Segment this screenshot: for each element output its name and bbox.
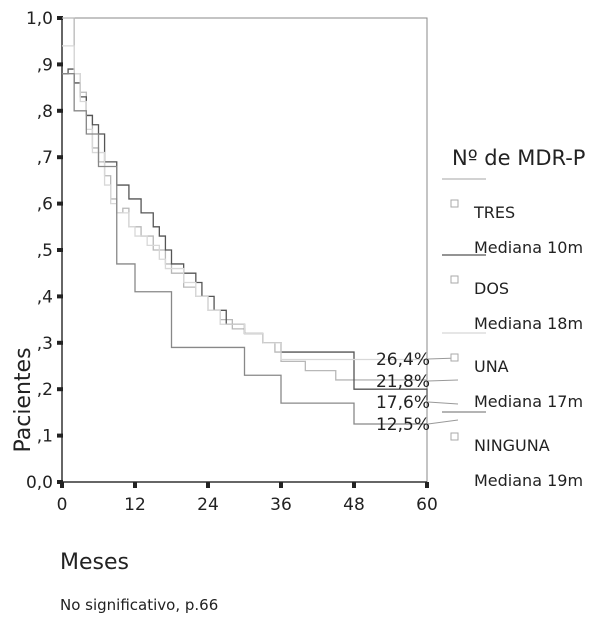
y-tick	[57, 248, 63, 252]
legend-marker-tres	[450, 199, 459, 208]
x-tick	[133, 482, 137, 488]
legend-marker-ninguna	[450, 432, 459, 441]
y-tick	[57, 16, 63, 20]
legend-median-ninguna: Mediana 19m	[474, 471, 583, 490]
x-axis-title: Meses	[60, 550, 129, 575]
y-tick-label: 0,0	[26, 473, 53, 493]
legend-name-ninguna: NINGUNA	[474, 436, 550, 455]
y-tick-label: ,5	[37, 241, 53, 261]
x-tick-label: 48	[343, 495, 365, 515]
y-tick-label: ,3	[37, 334, 53, 354]
x-tick-label: 24	[197, 495, 219, 515]
legend-title: Nº de MDR-P	[452, 146, 586, 170]
y-tick-label: ,2	[37, 380, 53, 400]
annotation-label: 26,4%	[376, 350, 430, 370]
x-tick-label: 12	[124, 495, 146, 515]
footnote: No significativo, p.66	[60, 596, 219, 614]
y-tick	[57, 433, 63, 438]
y-tick	[57, 108, 63, 113]
legend-median-tres: Mediana 10m	[474, 238, 583, 257]
annotation-leader	[427, 401, 459, 405]
y-tick-label: 1,0	[26, 9, 53, 29]
end-annotations: 26,4%21,8%17,6%12,5%	[376, 350, 459, 435]
y-tick	[57, 62, 63, 67]
y-tick-label: ,7	[37, 148, 53, 168]
y-axis-title: Pacientes	[11, 347, 36, 452]
series-line-una	[62, 45, 427, 361]
x-tick	[279, 482, 283, 488]
legend-name-dos: DOS	[474, 279, 509, 298]
x-tick	[425, 482, 429, 488]
series-line-ninguna	[62, 73, 427, 425]
y-tick	[57, 294, 63, 299]
x-tick-label: 0	[57, 495, 68, 515]
x-tick	[206, 482, 210, 488]
annotation-leader	[427, 419, 459, 425]
y-tick	[57, 155, 63, 160]
legend-name-tres: TRES	[473, 203, 515, 222]
y-tick-label: ,8	[37, 102, 53, 122]
y-tick-label: ,6	[37, 195, 53, 215]
annotation-label: 12,5%	[376, 415, 430, 435]
legend-marker-una	[450, 353, 459, 362]
legend-name-una: UNA	[474, 357, 509, 376]
legend-median-dos: Mediana 18m	[474, 314, 583, 333]
y-tick-label: ,4	[37, 287, 53, 307]
x-tick-label: 36	[270, 495, 292, 515]
y-tick	[57, 387, 63, 392]
y-tick	[57, 340, 63, 345]
legend-median-una: Mediana 17m	[474, 392, 583, 411]
x-tick	[352, 482, 356, 488]
annotation-leader	[427, 379, 459, 382]
x-tick	[60, 482, 64, 488]
annotation-label: 21,8%	[376, 372, 430, 392]
series-lines	[62, 17, 428, 425]
tick-labels: 0,0 ,1 ,2 ,3 ,4 ,5 ,6 ,7 ,8 ,9 1,0 0 12 24 36 48 60	[26, 9, 438, 515]
y-tick-label: ,9	[37, 55, 53, 75]
annotation-label: 17,6%	[376, 393, 430, 413]
legend: TRES Mediana 10m DOS Mediana 18m UNA Mediana …	[442, 178, 583, 490]
axis-ticks	[57, 16, 429, 488]
y-tick	[57, 201, 63, 206]
x-tick-label: 60	[416, 495, 438, 515]
legend-marker-dos	[450, 275, 459, 284]
y-tick-label: ,1	[37, 427, 53, 447]
